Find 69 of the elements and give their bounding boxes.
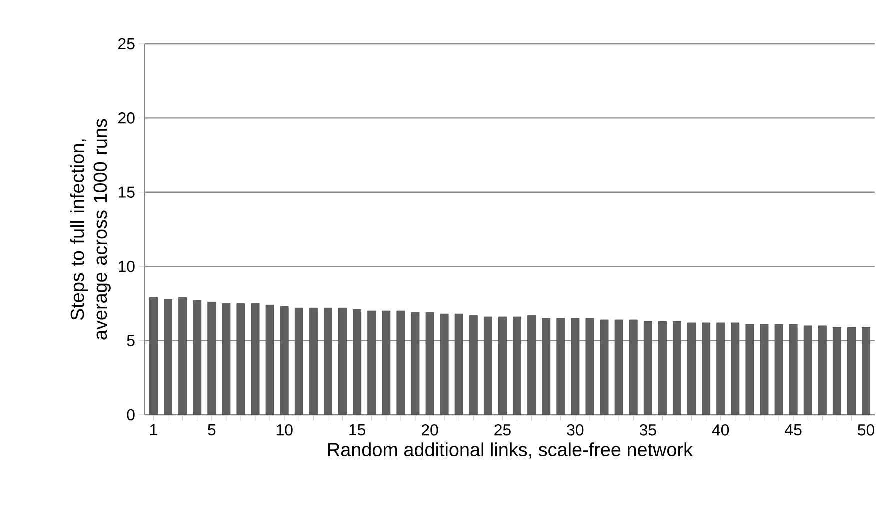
x-tick-label: 20 bbox=[422, 424, 438, 436]
x-tick-label: 25 bbox=[494, 424, 511, 436]
x-tick-label: 15 bbox=[350, 424, 366, 436]
x-tick-label: 1 bbox=[150, 424, 158, 436]
bar bbox=[658, 321, 667, 416]
bar bbox=[862, 327, 870, 416]
bar bbox=[484, 316, 492, 416]
x-tick-label: 10 bbox=[276, 424, 293, 436]
bar bbox=[818, 326, 827, 416]
x-axis-title: Random additional links, scale-free network bbox=[328, 442, 694, 459]
bar bbox=[716, 322, 726, 416]
bar bbox=[368, 310, 376, 416]
bar bbox=[382, 310, 391, 416]
bar bbox=[236, 304, 246, 416]
bar bbox=[266, 304, 274, 416]
y-tick-label: 5 bbox=[127, 335, 135, 346]
bar bbox=[731, 322, 740, 416]
bar bbox=[324, 308, 332, 416]
bar bbox=[353, 309, 362, 416]
bar bbox=[774, 324, 784, 416]
bar bbox=[193, 300, 202, 416]
bar bbox=[222, 304, 231, 416]
bar bbox=[629, 320, 638, 416]
bar bbox=[848, 327, 856, 416]
x-tick-label: 50 bbox=[858, 424, 875, 436]
bar bbox=[251, 304, 260, 416]
x-tick-label: 5 bbox=[208, 424, 216, 436]
bar bbox=[586, 318, 594, 416]
bar bbox=[164, 299, 172, 416]
bar bbox=[746, 324, 754, 416]
bar bbox=[178, 298, 188, 416]
bar bbox=[513, 316, 522, 416]
bar bbox=[280, 306, 289, 416]
y-tick-label: 0 bbox=[127, 409, 135, 421]
bar bbox=[688, 322, 696, 416]
bar bbox=[294, 308, 304, 416]
bar bbox=[600, 320, 609, 416]
bar bbox=[309, 308, 318, 416]
bar bbox=[150, 298, 158, 416]
bar bbox=[396, 310, 406, 416]
x-tick-label: 40 bbox=[712, 424, 730, 436]
bar bbox=[454, 314, 464, 416]
bar bbox=[208, 302, 216, 416]
bar bbox=[469, 315, 478, 416]
bar bbox=[571, 318, 580, 416]
y-tick-label: 10 bbox=[118, 260, 135, 272]
x-tick-label: 45 bbox=[785, 424, 802, 436]
y-tick-label: 15 bbox=[118, 186, 135, 198]
y-tick-label: 25 bbox=[118, 38, 135, 50]
bar bbox=[644, 321, 652, 416]
bar bbox=[789, 324, 798, 416]
bar bbox=[702, 322, 711, 416]
x-tick-label: 30 bbox=[567, 424, 584, 436]
bar bbox=[528, 315, 536, 416]
bar bbox=[760, 324, 769, 416]
bar bbox=[411, 312, 420, 416]
bar bbox=[426, 312, 434, 416]
bar bbox=[556, 318, 566, 416]
bar bbox=[338, 308, 347, 416]
bar bbox=[542, 318, 551, 416]
y-axis-title: Steps to full infection, average across 1000 runs bbox=[70, 119, 111, 340]
bar bbox=[440, 314, 449, 416]
x-tick-label: 35 bbox=[640, 424, 656, 436]
bar bbox=[673, 321, 682, 416]
bar bbox=[614, 320, 624, 416]
bar bbox=[833, 327, 842, 416]
y-tick-label: 20 bbox=[118, 112, 135, 124]
bar bbox=[498, 316, 507, 416]
bar bbox=[804, 326, 812, 416]
